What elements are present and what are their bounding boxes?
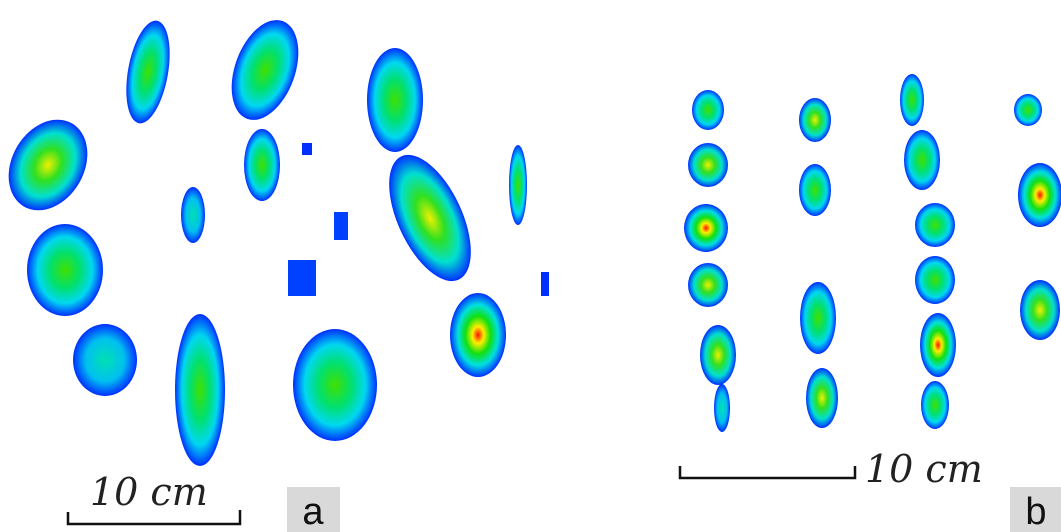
blob xyxy=(372,143,487,293)
blob xyxy=(688,263,728,307)
blob xyxy=(288,260,316,296)
blob xyxy=(334,212,348,240)
blob xyxy=(175,314,225,466)
blob xyxy=(920,313,956,377)
blob xyxy=(73,324,137,396)
panel-label: b xyxy=(1025,491,1046,532)
blob xyxy=(799,164,831,216)
blob xyxy=(181,187,205,243)
blob xyxy=(904,130,940,190)
panel-label: a xyxy=(302,491,324,532)
page: 10 cm a 10 cm b (() => { const data = JS… xyxy=(0,0,1061,532)
blob xyxy=(915,256,955,304)
blob xyxy=(293,329,377,441)
blob xyxy=(900,74,924,126)
blob xyxy=(806,368,838,428)
figure: 10 cm a 10 cm b xyxy=(0,0,1061,532)
blob xyxy=(692,90,724,130)
blob xyxy=(1018,163,1061,227)
blob xyxy=(1014,94,1042,126)
blob xyxy=(450,293,506,377)
scale-bar xyxy=(680,466,855,478)
blob xyxy=(0,105,103,224)
blob xyxy=(799,98,831,142)
blob xyxy=(800,282,836,354)
blob xyxy=(714,384,730,432)
scale-text: 10 cm xyxy=(90,470,208,514)
scale-text: 10 cm xyxy=(865,447,983,491)
blob xyxy=(915,203,955,247)
blob xyxy=(921,381,949,429)
panel-b-blobs xyxy=(684,74,1061,432)
blob xyxy=(684,204,728,252)
blob xyxy=(700,325,736,385)
blob xyxy=(244,129,280,201)
blob xyxy=(219,11,311,129)
blob xyxy=(1020,280,1060,340)
blob xyxy=(688,143,728,187)
blob xyxy=(541,272,549,296)
blob xyxy=(119,17,176,126)
blob xyxy=(302,143,312,155)
panel-a-blobs xyxy=(0,11,549,466)
blob xyxy=(367,48,423,152)
blob xyxy=(27,224,103,316)
blob xyxy=(509,145,527,225)
